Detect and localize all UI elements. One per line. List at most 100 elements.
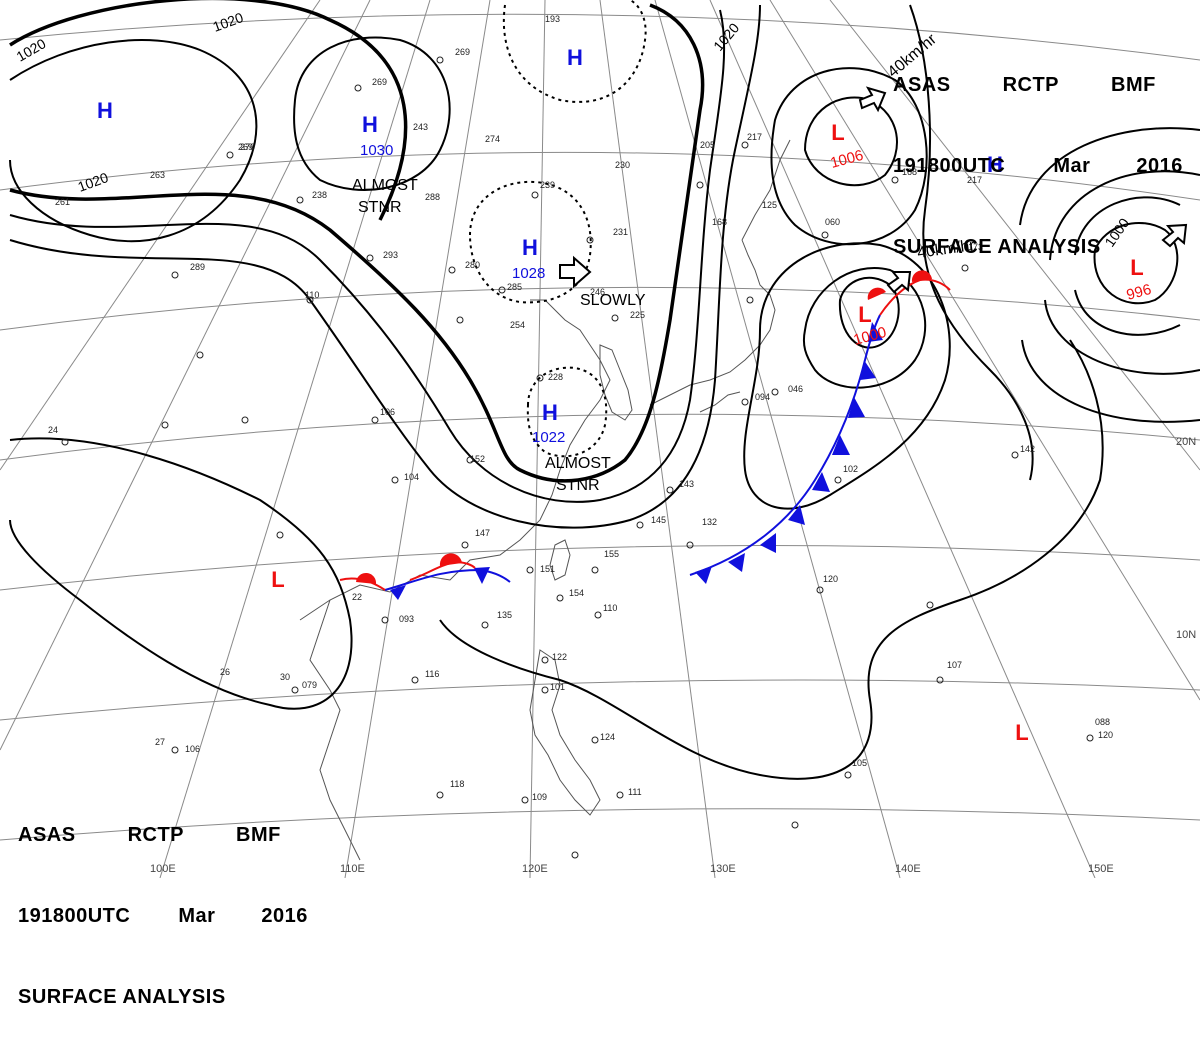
station-circle [161,421,169,429]
cold-front-barb [474,567,490,584]
isobar-dotted [502,0,647,103]
station-circle [456,316,464,324]
longitude-label: 140E [895,863,921,875]
station-reading: 110 [305,290,319,300]
station-circle [531,191,539,199]
header-time-part: 2016 [1136,155,1183,177]
station-reading: 269 [372,77,387,87]
station-circle [371,416,379,424]
high-pressure-center: H [362,112,378,137]
isobar [770,67,928,246]
header-title: SURFACE ANALYSIS [18,986,226,1008]
station-circle [556,594,564,602]
coastlines [299,139,791,861]
cold-front-barb [728,553,745,572]
station-circle [816,586,824,594]
station-reading: 151 [540,564,555,574]
station-reading: 22 [352,592,362,602]
station-circle [616,791,624,799]
station-reading: 109 [532,792,547,802]
stationary-note-line: ALMOST [352,177,418,194]
center-pressure-value: 1006 [829,147,866,172]
station-circle [241,416,249,424]
station-reading: 270 [240,142,255,152]
station-reading: 060 [825,217,840,227]
header-time-part: Mar [1053,155,1091,177]
station-circle [594,611,602,619]
station-reading: 193 [545,14,560,24]
station-reading: 120 [1098,730,1113,740]
header-time-row: 191800UTC Mar 2016 [18,903,308,930]
station-reading: 046 [788,384,803,394]
isobar [1093,221,1179,305]
movement-arrow [858,86,887,113]
station-reading: 122 [552,652,567,662]
station-reading: 105 [852,758,867,768]
station-reading: 27 [155,737,165,747]
station-reading: 124 [600,732,615,742]
station-reading: 269 [238,142,253,152]
philippines-coast [529,649,601,816]
isobar [1044,170,1200,375]
station-circle [834,476,842,484]
station-circle [391,476,399,484]
station-reading: 243 [413,122,428,132]
cold-front-barb [788,505,805,525]
isobar [743,242,951,510]
station-reading: 104 [404,472,419,482]
isobar [9,4,761,529]
isobar [439,339,1104,780]
station-reading: 116 [425,669,439,679]
isobar-dotted [526,366,608,458]
station-reading: 280 [465,260,480,270]
station-reading: 107 [947,660,962,670]
latitude-label: 10N [1176,629,1196,641]
station-reading: 168 [712,217,727,227]
station-reading: 173 [968,242,983,252]
warm-front-bump [911,270,932,282]
stationary-note-line: ALMOST [545,455,611,472]
station-reading: 101 [550,682,565,692]
station-reading: 238 [312,190,327,200]
longitude-line [0,0,371,751]
station-reading: 147 [475,528,490,538]
longitude-line [344,0,491,878]
station-circle [366,254,374,262]
station-reading: 269 [455,47,470,57]
isobar [909,4,1034,481]
station-reading: 143 [679,479,694,489]
header-bottom-left: ASAS RCTP BMF 191800UTC Mar 2016 SURFACE ANA… [18,768,308,1038]
station-reading: 30 [280,672,290,682]
low-pressure-center: L [271,567,284,592]
header-time-part: 191800UTC [893,155,1006,177]
isobar [9,9,726,503]
station-reading: 088 [1095,717,1110,727]
isobar [838,276,900,349]
station-reading: 132 [702,517,717,527]
cold-front-barb [812,472,830,492]
station-circle [521,796,529,804]
station-circle [746,296,754,304]
longitude-label: 150E [1088,863,1114,875]
longitude-line [709,0,1096,878]
isobar [9,0,408,221]
station-circle [61,438,69,446]
station-readings: 193 269 269 243 288 274 230 239 285 231 217 205 238 2… [48,14,1113,802]
cold-front-barb [390,585,406,600]
movement-arrow [886,271,912,294]
station-reading: 205 [700,140,715,150]
header-agency-part: ASAS [18,824,76,846]
center-pressure-value: 1030 [360,142,393,159]
station-reading: 094 [755,392,770,402]
station-circle [526,566,534,574]
station-circle [436,791,444,799]
center-pressure-value: 1028 [512,265,545,282]
station-reading: 110 [603,603,617,613]
high-pressure-center: H [542,400,558,425]
station-reading: 26 [220,667,230,677]
station-reading: 285 [507,282,522,292]
isobar [9,3,705,483]
latitude-line [0,13,1200,61]
longitude-line [769,0,1200,701]
longitude-line [529,0,546,878]
